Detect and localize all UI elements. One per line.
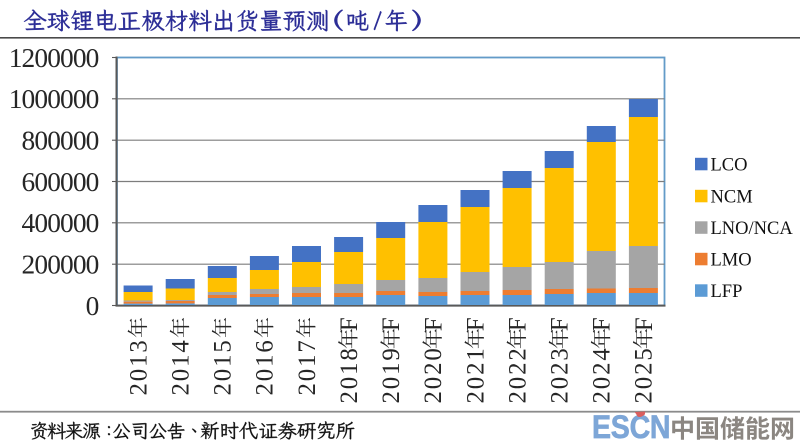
- svg-text:LMO: LMO: [711, 250, 752, 270]
- svg-text:LCO: LCO: [711, 155, 748, 175]
- svg-text:F: F: [589, 317, 616, 331]
- svg-text:LNO/NCA: LNO/NCA: [711, 219, 794, 239]
- svg-text:2024: 2024: [589, 346, 616, 403]
- svg-text:200000: 200000: [22, 250, 99, 280]
- svg-text:2013: 2013: [125, 338, 152, 395]
- svg-text:0: 0: [86, 291, 99, 321]
- svg-text:F: F: [462, 317, 489, 331]
- svg-text:2014: 2014: [168, 338, 195, 395]
- svg-text:F: F: [631, 317, 658, 331]
- svg-text:1000000: 1000000: [9, 84, 99, 114]
- svg-text:2015: 2015: [210, 338, 237, 395]
- svg-text:2016: 2016: [252, 338, 279, 395]
- svg-text:1200000: 1200000: [9, 43, 99, 73]
- svg-text:2019: 2019: [378, 346, 405, 403]
- svg-text:2017: 2017: [294, 338, 321, 395]
- svg-text:F: F: [420, 317, 447, 331]
- svg-text:F: F: [378, 317, 405, 331]
- svg-text:ESCN: ESCN: [592, 408, 670, 444]
- svg-text:2018: 2018: [336, 346, 363, 403]
- svg-text:800000: 800000: [22, 126, 99, 156]
- svg-text:600000: 600000: [22, 167, 99, 197]
- svg-text:F: F: [547, 317, 574, 331]
- svg-text:400000: 400000: [22, 208, 99, 238]
- svg-text:2020: 2020: [420, 346, 447, 403]
- svg-text:NCM: NCM: [711, 187, 753, 207]
- svg-text:2025: 2025: [631, 346, 658, 403]
- svg-text:2023: 2023: [547, 346, 574, 403]
- svg-text:F: F: [336, 317, 363, 331]
- svg-text:2022: 2022: [504, 346, 531, 403]
- svg-text:2021: 2021: [462, 346, 489, 403]
- svg-text:F: F: [504, 317, 531, 331]
- svg-text:LFP: LFP: [711, 282, 743, 302]
